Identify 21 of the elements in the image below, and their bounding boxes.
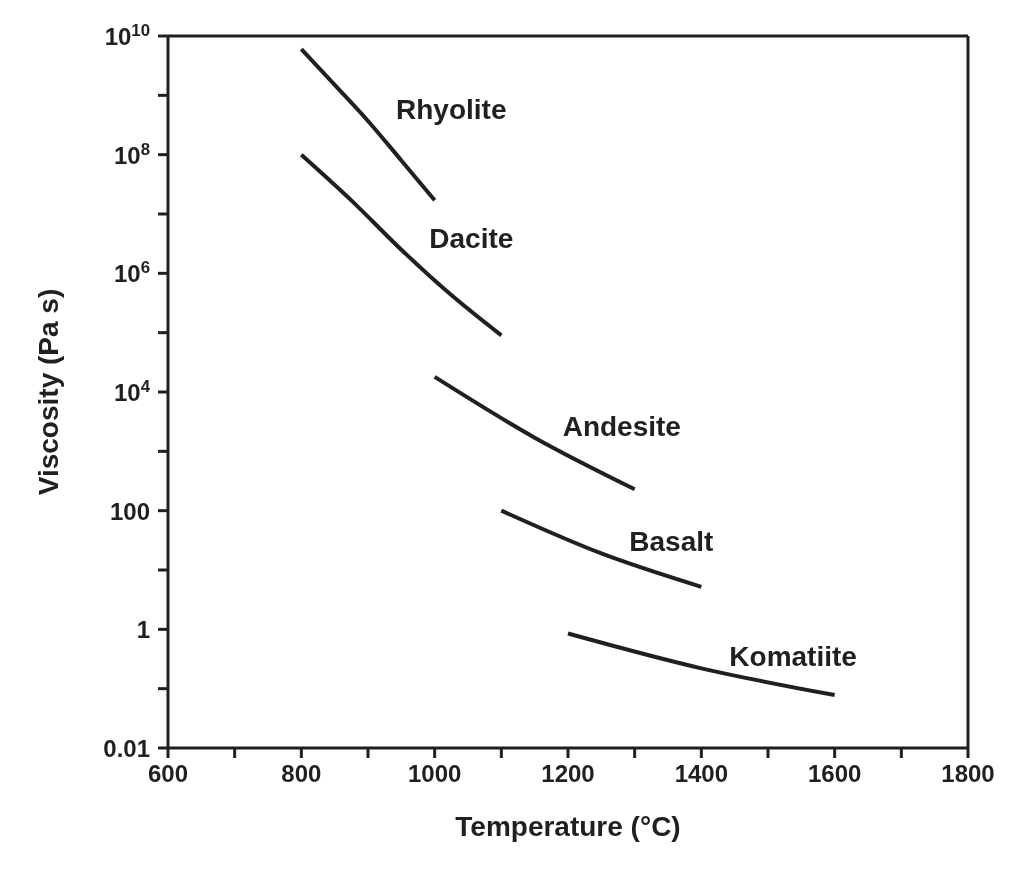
series-label: Rhyolite bbox=[396, 93, 507, 125]
y-tick-label: 1 bbox=[136, 616, 150, 644]
x-tick-label: 1000 bbox=[407, 760, 462, 787]
series-label: Basalt bbox=[629, 526, 714, 558]
x-tick-label: 1200 bbox=[541, 760, 595, 787]
series-label: Komatiite bbox=[729, 641, 857, 673]
series-label: Andesite bbox=[562, 410, 681, 442]
y-tick-label: 10$^{4}$ bbox=[113, 376, 151, 406]
y-tick-label: 0.01 bbox=[103, 735, 150, 762]
x-axis-title: Temperature (°C) bbox=[455, 811, 681, 842]
x-tick-label: 1400 bbox=[674, 760, 729, 787]
y-tick-label: 10$^{6}$ bbox=[113, 257, 150, 288]
x-tick-label: 1800 bbox=[941, 760, 995, 787]
y-tick-label: 100 bbox=[109, 497, 150, 525]
y-tick-label: 10$^{10}$ bbox=[104, 20, 150, 50]
x-tick-label: 1600 bbox=[807, 760, 862, 787]
series-label: Dacite bbox=[429, 222, 514, 254]
y-axis-title: Viscosity (Pa s) bbox=[32, 288, 64, 496]
x-tick-label: 800 bbox=[281, 760, 322, 787]
y-tick-label: 10$^{8}$ bbox=[113, 139, 150, 169]
x-tick-label: 600 bbox=[147, 760, 189, 787]
